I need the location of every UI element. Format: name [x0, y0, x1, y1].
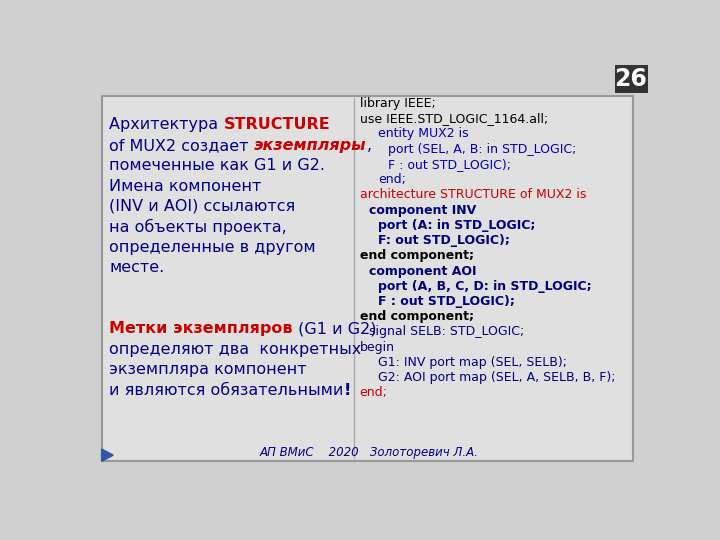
Text: месте.: месте. [109, 260, 165, 275]
FancyBboxPatch shape [102, 96, 632, 461]
Text: component AOI: component AOI [369, 265, 477, 278]
Text: определенные в другом: определенные в другом [109, 240, 316, 255]
FancyBboxPatch shape [615, 65, 648, 92]
Polygon shape [102, 449, 113, 461]
Text: end component;: end component; [360, 249, 474, 262]
Text: ,: , [366, 138, 372, 153]
Text: экземпляры: экземпляры [254, 138, 366, 153]
Text: begin: begin [360, 341, 395, 354]
Text: entity MUX2 is: entity MUX2 is [378, 127, 469, 140]
Text: G2: AOI port map (SEL, A, SELB, B, F);: G2: AOI port map (SEL, A, SELB, B, F); [378, 371, 616, 384]
Text: end;: end; [360, 387, 387, 400]
Text: экземпляра компонент: экземпляра компонент [109, 362, 307, 377]
Text: на объекты проекта,: на объекты проекта, [109, 219, 287, 235]
Text: АП ВМиС    2020   Золоторевич Л.А.: АП ВМиС 2020 Золоторевич Л.А. [260, 446, 478, 458]
Text: library IEEE;: library IEEE; [360, 97, 436, 110]
Text: STRUCTURE: STRUCTURE [224, 117, 330, 132]
Text: и являются обязательными: и являются обязательными [109, 383, 343, 397]
Text: G1: INV port map (SEL, SELB);: G1: INV port map (SEL, SELB); [378, 356, 567, 369]
Text: помеченные как G1 и G2.: помеченные как G1 и G2. [109, 158, 325, 173]
Text: (INV и АОI) ссылаются: (INV и АОI) ссылаются [109, 199, 296, 214]
Text: end component;: end component; [360, 310, 474, 323]
Text: port (A: in STD_LOGIC;: port (A: in STD_LOGIC; [378, 219, 536, 232]
Text: F : out STD_LOGIC);: F : out STD_LOGIC); [378, 295, 516, 308]
Text: Метки экземпляров: Метки экземпляров [109, 321, 293, 336]
Text: of MUX2 создает: of MUX2 создает [109, 138, 254, 153]
Text: F : out STD_LOGIC);: F : out STD_LOGIC); [387, 158, 510, 171]
Text: определяют два  конкретных: определяют два конкретных [109, 342, 361, 357]
Text: signal SELB: STD_LOGIC;: signal SELB: STD_LOGIC; [369, 326, 524, 339]
Text: port (SEL, A, B: in STD_LOGIC;: port (SEL, A, B: in STD_LOGIC; [387, 143, 576, 156]
Text: component INV: component INV [369, 204, 476, 217]
Text: port (A, B, C, D: in STD_LOGIC;: port (A, B, C, D: in STD_LOGIC; [378, 280, 592, 293]
Text: use IEEE.STD_LOGIC_1164.all;: use IEEE.STD_LOGIC_1164.all; [360, 112, 548, 125]
Text: Имена компонент: Имена компонент [109, 179, 262, 193]
Text: Архитектура: Архитектура [109, 117, 224, 132]
Text: F: out STD_LOGIC);: F: out STD_LOGIC); [378, 234, 510, 247]
Text: (G1 и G2): (G1 и G2) [293, 321, 377, 336]
Text: 26: 26 [614, 66, 647, 91]
Text: architecture STRUCTURE of MUX2 is: architecture STRUCTURE of MUX2 is [360, 188, 586, 201]
Text: end;: end; [378, 173, 406, 186]
Text: !: ! [343, 383, 351, 397]
